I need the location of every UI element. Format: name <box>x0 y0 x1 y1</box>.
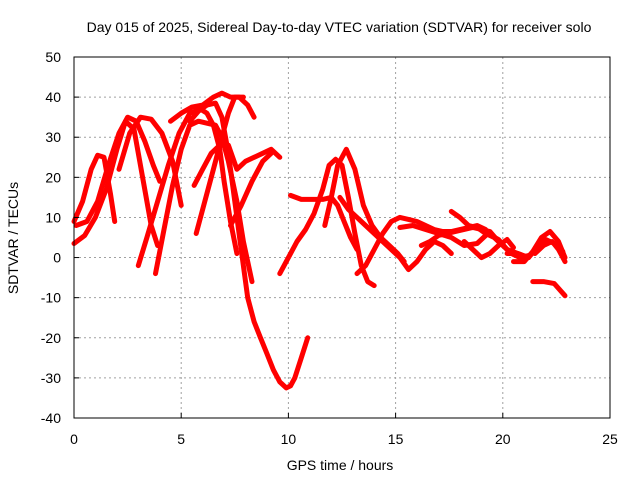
y-tick-label: 50 <box>45 49 61 65</box>
y-tick-label: -30 <box>41 370 61 386</box>
series-line-sat-w <box>532 239 568 265</box>
series-line-sat-h <box>168 90 257 124</box>
y-tick-label: 20 <box>45 169 61 185</box>
y-tick-labels: -40 -30 -20 -10 0 10 20 30 40 50 <box>41 49 79 426</box>
y-axis-label: SDTVAR / TECUs <box>5 182 21 294</box>
x-tick-label: 20 <box>495 431 511 447</box>
chart-title: Day 015 of 2025, Sidereal Day-to-day VTE… <box>87 19 592 35</box>
x-tick-label: 25 <box>602 431 618 447</box>
series-line-sat-t <box>461 237 516 261</box>
x-tick-label: 0 <box>70 431 78 447</box>
x-tick-label: 15 <box>388 431 404 447</box>
series-line-sat-b <box>71 118 161 248</box>
y-tick-label: 40 <box>45 89 61 105</box>
data-series <box>71 90 568 391</box>
series-line-sat-o <box>337 194 454 273</box>
y-tick-label: -10 <box>41 290 61 306</box>
series-line-sat-u <box>511 229 568 265</box>
y-tick-label: -20 <box>41 330 61 346</box>
x-tick-labels: 0 5 10 15 20 25 <box>70 413 618 447</box>
series-line-sat-g <box>187 100 311 391</box>
series-line-sat-l <box>277 156 377 289</box>
y-tick-label: 0 <box>53 250 61 266</box>
series-line-sat-x <box>530 279 568 299</box>
plot-frame <box>73 56 611 419</box>
series-line-sat-f <box>116 114 184 208</box>
y-tick-label: -40 <box>41 410 61 426</box>
x-tick-label: 5 <box>177 431 185 447</box>
y-tick-label: 30 <box>45 129 61 145</box>
series-line-sat-c <box>73 114 163 228</box>
series-line-sat-i <box>193 94 246 236</box>
series-line-sat-a <box>71 152 118 224</box>
y-tick-label: 10 <box>45 209 61 225</box>
series-line-sat-j <box>191 142 283 188</box>
series-line-sat-k <box>228 150 274 228</box>
x-tick-label: 10 <box>281 431 297 447</box>
x-axis-label: GPS time / hours <box>287 457 394 473</box>
